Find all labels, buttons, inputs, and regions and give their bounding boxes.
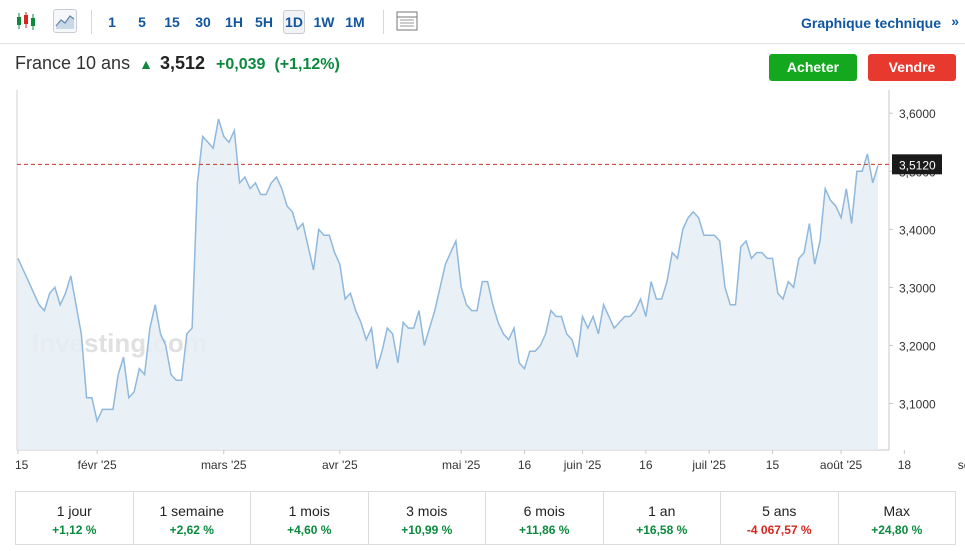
- x-tick-label: juin '25: [563, 458, 602, 472]
- price-line: [17, 118, 879, 424]
- period-change: +1,12 %: [52, 523, 97, 537]
- y-tick-label: 3,1000: [899, 398, 936, 412]
- period-7[interactable]: Max +24,80 %: [839, 492, 956, 544]
- candlestick-icon[interactable]: [14, 9, 38, 33]
- x-tick-label: 15: [766, 458, 780, 472]
- period-3[interactable]: 3 mois +10,99 %: [369, 492, 486, 544]
- current-price-tag: [892, 154, 942, 175]
- period-label: 1 jour: [56, 503, 92, 519]
- x-tick-label: 16: [518, 458, 532, 472]
- period-label: 1 mois: [288, 503, 330, 519]
- price-area-fill: [18, 119, 878, 450]
- x-tick-label: 15: [15, 458, 29, 472]
- price-change: +0,039: [216, 56, 266, 73]
- timeframe-30[interactable]: 30: [195, 14, 211, 30]
- x-tick-label: mai '25: [442, 458, 481, 472]
- period-label: 5 ans: [762, 503, 797, 519]
- period-6[interactable]: 5 ans -4 067,57 %: [721, 492, 839, 544]
- period-label: 3 mois: [406, 503, 448, 519]
- area-chart-icon[interactable]: [53, 9, 77, 33]
- toolbar-separator: [91, 10, 92, 34]
- period-change: +16,58 %: [636, 523, 688, 537]
- timeframe-1h[interactable]: 1H: [225, 14, 243, 30]
- timeframe-5h[interactable]: 5H: [255, 14, 273, 30]
- period-label: 1 semaine: [159, 503, 225, 519]
- y-tick-label: 3,6000: [899, 107, 936, 121]
- period-change: +24,80 %: [871, 523, 923, 537]
- timeframe-1m[interactable]: 1M: [345, 14, 365, 30]
- x-tick-label: juil '25: [691, 458, 726, 472]
- x-tick-label: août '25: [820, 458, 863, 472]
- x-tick-label: févr '25: [78, 458, 117, 472]
- timeframe-15[interactable]: 15: [164, 14, 180, 30]
- y-tick-label: 3,2000: [899, 339, 936, 353]
- period-0[interactable]: 1 jour +1,12 %: [16, 492, 134, 544]
- y-tick-label: 3,4000: [899, 223, 936, 237]
- period-1[interactable]: 1 semaine +2,62 %: [134, 492, 251, 544]
- table-icon[interactable]: [395, 9, 419, 33]
- period-label: Max: [883, 503, 910, 519]
- current-price-label: 3,5120: [899, 158, 936, 172]
- period-change: -4 067,57 %: [746, 523, 812, 537]
- period-5[interactable]: 1 an +16,58 %: [604, 492, 721, 544]
- buy-button[interactable]: Acheter: [769, 54, 857, 81]
- double-chevron-right-icon[interactable]: »: [951, 13, 959, 29]
- period-label: 1 an: [648, 503, 676, 519]
- timeframe-1[interactable]: 1: [108, 14, 116, 30]
- timeframe-5[interactable]: 5: [138, 14, 146, 30]
- price-chart[interactable]: Investing.com3,10003,20003,30003,40003,5…: [0, 88, 965, 485]
- arrow-up-icon: ▲: [139, 56, 153, 72]
- x-tick-label: 18: [898, 458, 912, 472]
- period-change: +2,62 %: [169, 523, 214, 537]
- y-tick-label: 3,3000: [899, 281, 936, 295]
- period-4[interactable]: 6 mois +11,86 %: [486, 492, 604, 544]
- performance-periods: 1 jour +1,12 % 1 semaine +2,62 % 1 mois +4,60…: [15, 491, 956, 545]
- period-2[interactable]: 1 mois +4,60 %: [251, 492, 369, 544]
- period-change: +11,86 %: [519, 523, 570, 537]
- instrument-name: France 10 ans: [15, 53, 131, 73]
- period-change: +4,60 %: [287, 523, 332, 537]
- technical-chart-link[interactable]: Graphique technique: [800, 15, 941, 31]
- x-tick-label: sept: [958, 458, 965, 472]
- timeframe-1d[interactable]: 1D: [283, 10, 305, 34]
- x-tick-label: 16: [639, 458, 653, 472]
- quote-header: France 10 ans ▲ 3,512 +0,039 (+1,12%): [15, 53, 340, 74]
- chart-toolbar: 1 5 15 30 1H 5H 1D 1W 1M Graphique technique »: [0, 0, 965, 44]
- period-change: +10,99 %: [401, 523, 453, 537]
- sell-button[interactable]: Vendre: [868, 54, 956, 81]
- timeframe-1w[interactable]: 1W: [313, 14, 335, 30]
- x-tick-label: avr '25: [322, 458, 358, 472]
- last-price: 3,512: [159, 53, 206, 73]
- toolbar-separator: [383, 10, 384, 34]
- price-change-percent: (+1,12%): [274, 56, 340, 73]
- period-label: 6 mois: [523, 503, 565, 519]
- x-tick-label: mars '25: [201, 458, 247, 472]
